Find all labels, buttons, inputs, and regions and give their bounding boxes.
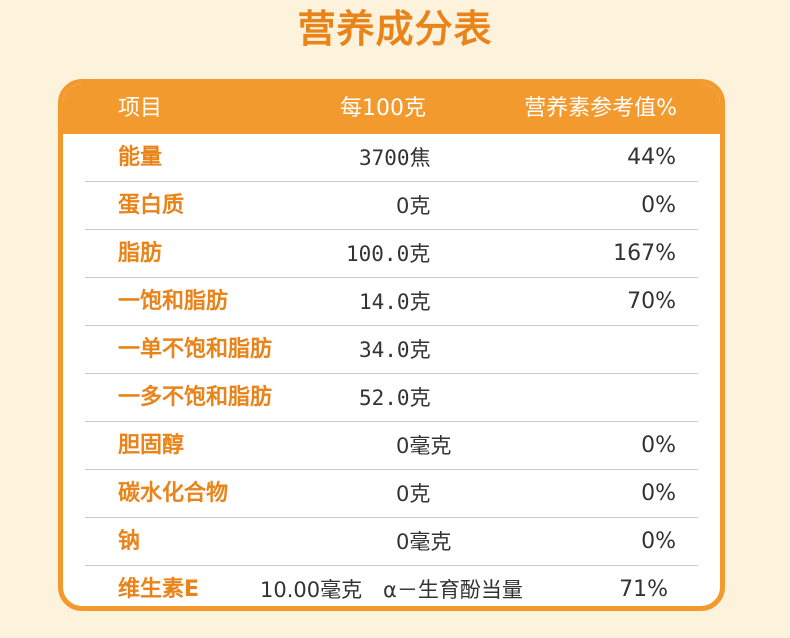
row-name: 一单不饱和脂肪 xyxy=(118,337,273,362)
row-amount: 0毫克 xyxy=(396,530,452,554)
row-sodium: 钠 0毫克 0% xyxy=(85,518,698,566)
row-name: 钠 xyxy=(118,529,141,554)
page-title: 营养成分表 xyxy=(297,7,493,51)
row-amount: 0克 xyxy=(396,482,431,506)
row-amount: 34.0克 xyxy=(359,338,431,362)
row-name: 能量 xyxy=(118,145,163,170)
row-nrv: 44% xyxy=(627,145,676,170)
row-polyunsaturated-fat: 一多不饱和脂肪 52.0克 xyxy=(85,374,698,422)
table-body: 能量 3700焦 44% 蛋白质 0克 0% 脂肪 100.0克 167% 一饱… xyxy=(63,134,720,606)
row-name: 一多不饱和脂肪 xyxy=(118,385,273,410)
row-amount: 0克 xyxy=(396,194,431,218)
row-name: 脂肪 xyxy=(118,241,163,266)
row-cholesterol: 胆固醇 0毫克 0% xyxy=(85,422,698,470)
row-amount: 100.0克 xyxy=(346,242,431,266)
row-nrv: 70% xyxy=(627,289,676,314)
row-protein: 蛋白质 0克 0% xyxy=(85,182,698,230)
row-name: 维生素E xyxy=(118,577,200,602)
row-nrv: 0% xyxy=(641,433,676,458)
row-amount: 3700焦 xyxy=(359,146,431,170)
row-monounsaturated-fat: 一单不饱和脂肪 34.0克 xyxy=(85,326,698,374)
row-saturated-fat: 一饱和脂肪 14.0克 70% xyxy=(85,278,698,326)
row-nrv: 71% xyxy=(619,577,668,602)
row-fat: 脂肪 100.0克 167% xyxy=(85,230,698,278)
table-header: 项目 每100克 营养素参考值% xyxy=(63,84,720,134)
row-amount-note: α－生育酚当量 xyxy=(383,578,523,602)
row-energy: 能量 3700焦 44% xyxy=(85,134,698,182)
row-vitamin-e: 维生素E 10.00毫克 α－生育酚当量 71% xyxy=(85,566,698,606)
row-name: 碳水化合物 xyxy=(118,481,229,506)
header-item: 项目 xyxy=(118,96,163,121)
row-nrv: 0% xyxy=(641,529,676,554)
nutrition-table: 项目 每100克 营养素参考值% 能量 3700焦 44% 蛋白质 0克 0% … xyxy=(58,79,725,611)
row-name: 蛋白质 xyxy=(118,193,185,218)
row-amount: 52.0克 xyxy=(359,386,431,410)
row-nrv: 0% xyxy=(641,193,676,218)
row-name: 胆固醇 xyxy=(118,433,185,458)
row-nrv: 167% xyxy=(613,241,676,266)
header-per-100g: 每100克 xyxy=(340,96,426,121)
row-amount: 14.0克 xyxy=(359,290,431,314)
row-amount: 10.00毫克 xyxy=(260,578,363,602)
row-nrv: 0% xyxy=(641,481,676,506)
row-carbohydrate: 碳水化合物 0克 0% xyxy=(85,470,698,518)
row-amount: 0毫克 xyxy=(396,434,452,458)
row-name: 一饱和脂肪 xyxy=(118,289,229,314)
header-nrv-percent: 营养素参考值% xyxy=(524,96,677,121)
